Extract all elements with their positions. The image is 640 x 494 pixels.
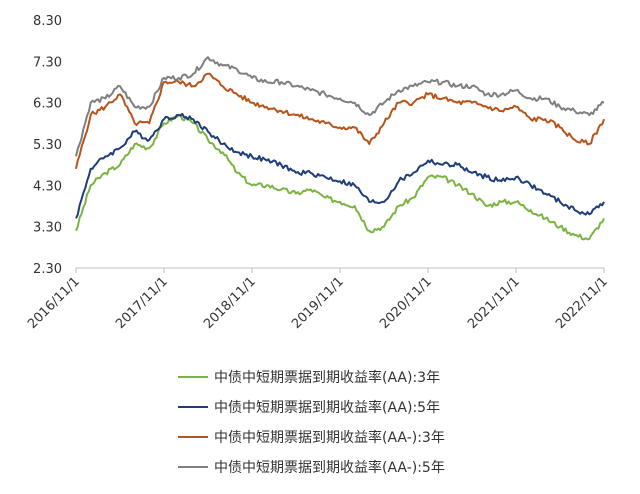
series-line-4 — [75, 56, 605, 157]
legend-label-1: 中债中短期票据到期收益率(AA):3年 — [214, 369, 440, 386]
series-lines — [75, 56, 605, 241]
y-tick-label: 4.30 — [33, 179, 62, 194]
series-line-1 — [75, 113, 605, 241]
x-tick-label: 2022/11/1 — [553, 274, 611, 332]
legend-label-3: 中债中短期票据到期收益率(AA-):3年 — [214, 429, 445, 446]
series-line-3 — [75, 72, 605, 170]
y-axis-ticks: 8.30 7.30 6.30 5.30 4.30 3.30 2.30 — [33, 14, 62, 277]
x-tick-label: 2019/11/1 — [289, 274, 347, 332]
x-tick-label: 2018/11/1 — [201, 274, 259, 332]
y-tick-label: 6.30 — [33, 97, 62, 112]
legend: 中债中短期票据到期收益率(AA):3年中债中短期票据到期收益率(AA):5年中债… — [178, 369, 445, 476]
x-tick-label: 2016/11/1 — [25, 274, 83, 332]
x-axis-ticks: 2016/11/1 2017/11/1 2018/11/1 2019/11/1 2020… — [25, 268, 611, 332]
x-tick-label: 2020/11/1 — [377, 274, 435, 332]
y-tick-label: 3.30 — [33, 221, 62, 236]
y-tick-label: 7.30 — [33, 55, 62, 70]
y-tick-label: 2.30 — [33, 262, 62, 277]
y-tick-label: 8.30 — [33, 14, 62, 29]
series-line-2 — [75, 112, 605, 219]
y-tick-label: 5.30 — [33, 138, 62, 153]
x-tick-label: 2017/11/1 — [113, 274, 171, 332]
x-tick-label: 2021/11/1 — [465, 274, 523, 332]
legend-label-4: 中债中短期票据到期收益率(AA-):5年 — [214, 459, 445, 476]
legend-label-2: 中债中短期票据到期收益率(AA):5年 — [214, 399, 440, 416]
